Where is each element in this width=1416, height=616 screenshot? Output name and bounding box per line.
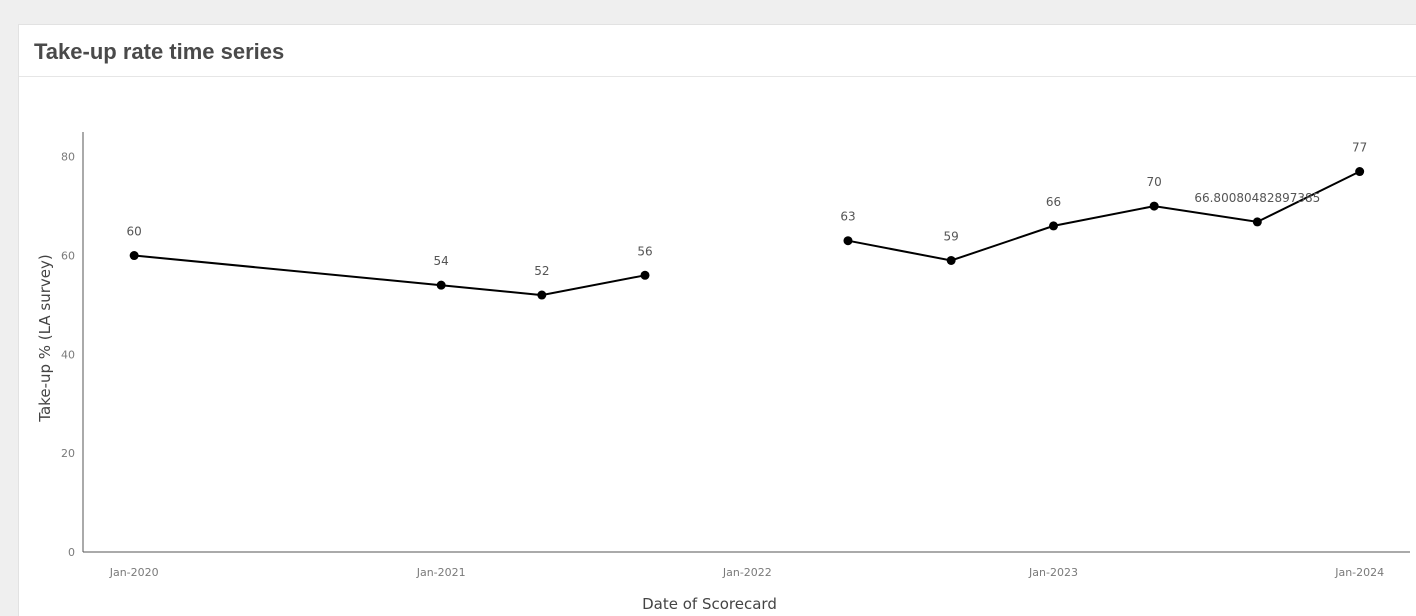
data-label: 54 [434, 254, 449, 268]
data-label: 52 [534, 264, 549, 278]
y-tick-label: 60 [61, 250, 75, 263]
data-label: 56 [637, 244, 652, 258]
panel-header: Take-up rate time series [19, 25, 1416, 77]
x-tick-label: Jan-2024 [1334, 566, 1384, 579]
data-point [1355, 167, 1365, 177]
series-line-segment [847, 170, 1361, 262]
series-line-segment [134, 254, 646, 297]
x-tick-label: Jan-2020 [109, 566, 159, 579]
data-point [843, 236, 853, 246]
x-tick-label: Jan-2023 [1028, 566, 1078, 579]
chart-panel: Take-up rate time series [18, 24, 1416, 616]
x-tick-label: Jan-2021 [416, 566, 466, 579]
data-point [129, 251, 139, 261]
data-label: 60 [127, 225, 142, 239]
data-label: 70 [1147, 175, 1162, 189]
x-tick-label: Jan-2022 [722, 566, 772, 579]
y-tick-label: 40 [61, 348, 75, 361]
data-label: 59 [944, 229, 959, 243]
data-label: 66.80080482897385 [1194, 191, 1320, 205]
y-axis-title: Take-up % (LA survey) [36, 254, 54, 422]
y-tick-label: 0 [68, 546, 75, 559]
x-axis-title: Date of Scorecard [642, 595, 777, 613]
y-tick-label: 80 [61, 151, 75, 164]
data-point [946, 255, 956, 265]
panel-title: Take-up rate time series [34, 39, 285, 64]
data-point [1149, 201, 1159, 211]
data-label: 77 [1352, 141, 1367, 155]
data-point [1049, 221, 1059, 231]
data-point [537, 290, 547, 300]
data-point [436, 280, 446, 290]
data-point [1252, 217, 1262, 227]
data-label: 66 [1046, 195, 1061, 209]
data-point [640, 270, 650, 280]
y-tick-label: 20 [61, 447, 75, 460]
data-label: 63 [840, 210, 855, 224]
